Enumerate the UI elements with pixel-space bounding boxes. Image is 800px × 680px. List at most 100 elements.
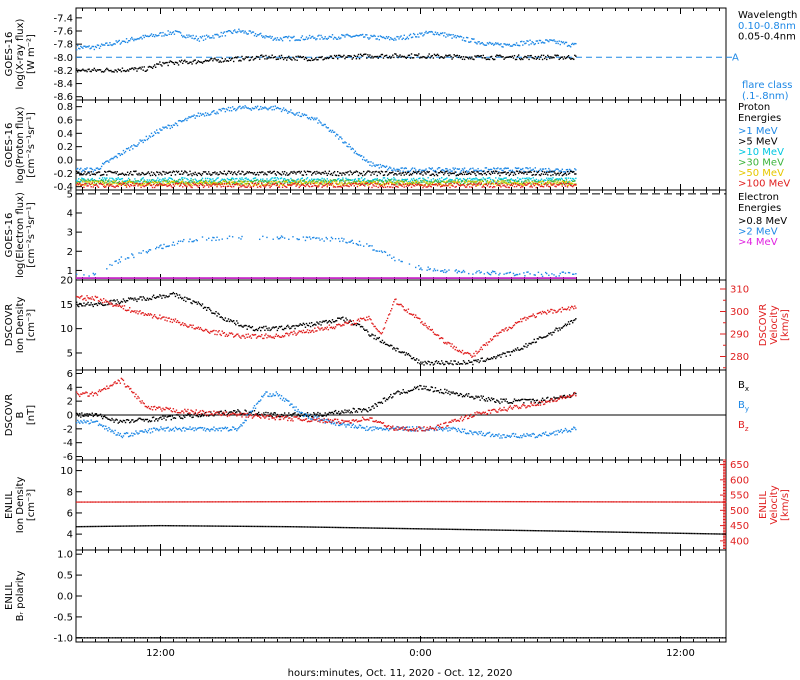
data-point [269, 170, 271, 173]
data-point [208, 171, 210, 173]
data-point [506, 43, 508, 46]
data-point [84, 70, 86, 72]
data-point [427, 171, 429, 174]
data-point [320, 180, 322, 182]
data-point [438, 57, 441, 59]
data-point [271, 172, 273, 174]
data-point [569, 182, 572, 185]
data-point [145, 184, 148, 187]
data-point [139, 66, 141, 69]
data-point [447, 181, 449, 183]
data-point [457, 181, 460, 184]
data-point [347, 185, 349, 187]
data-point [254, 33, 257, 35]
data-point [123, 277, 126, 279]
data-point [465, 170, 468, 172]
data-point [220, 179, 222, 182]
data-point [117, 68, 119, 70]
data-point [530, 171, 532, 174]
data-point [359, 244, 362, 246]
data-point [418, 169, 420, 172]
data-point [313, 37, 315, 39]
data-point [266, 236, 268, 239]
data-point [351, 173, 353, 176]
data-point [315, 185, 317, 187]
data-point [298, 183, 300, 186]
data-point [375, 164, 377, 166]
y-tick-label: 5 [67, 189, 73, 200]
data-point [494, 168, 496, 170]
data-point [503, 273, 505, 275]
data-point [312, 180, 314, 183]
data-point [176, 171, 179, 174]
data-point [97, 171, 100, 173]
data-point [316, 38, 318, 40]
data-point [339, 37, 341, 40]
data-point [486, 184, 489, 187]
data-point [239, 184, 241, 187]
data-point [561, 185, 564, 187]
data-point [340, 179, 342, 181]
data-point [203, 115, 206, 117]
data-point [404, 38, 406, 41]
data-point [238, 170, 240, 172]
data-point [224, 35, 227, 37]
data-point [514, 179, 517, 181]
data-point [184, 118, 186, 121]
data-point [232, 60, 235, 63]
data-point [400, 183, 402, 186]
data-point [499, 168, 501, 170]
data-point [93, 277, 96, 279]
data-point [341, 56, 343, 58]
data-point [108, 277, 110, 279]
data-point [317, 172, 319, 174]
data-point [468, 172, 470, 175]
data-point [148, 35, 151, 38]
data-point [453, 36, 455, 38]
data-point [394, 259, 396, 262]
data-point [118, 39, 120, 42]
data-point [564, 57, 567, 60]
data-point [464, 181, 467, 184]
data-point [247, 172, 249, 174]
data-point [485, 44, 488, 46]
data-point [242, 30, 244, 32]
data-point [404, 171, 406, 174]
data-point [457, 168, 460, 170]
data-point [128, 39, 131, 42]
data-point [443, 169, 445, 172]
data-point [105, 277, 107, 279]
data-point [551, 39, 553, 41]
data-point [83, 184, 85, 186]
data-point [489, 178, 492, 181]
data-point [490, 43, 493, 45]
data-point [166, 127, 168, 129]
data-point [246, 182, 248, 185]
data-point [92, 277, 94, 279]
data-point [209, 181, 211, 183]
data-point [535, 186, 538, 189]
data-point [384, 180, 387, 182]
data-point [108, 69, 110, 72]
data-point [374, 180, 376, 183]
data-point [539, 168, 542, 170]
data-point [344, 141, 346, 143]
data-point [506, 180, 508, 182]
data-point [131, 67, 133, 70]
data-point [136, 38, 138, 40]
data-point [514, 44, 517, 46]
data-point [143, 36, 145, 39]
data-point [387, 182, 390, 185]
data-point [211, 239, 213, 242]
data-point [146, 252, 149, 254]
data-point [499, 184, 501, 187]
data-point [215, 113, 217, 115]
data-point [289, 39, 291, 42]
data-point [182, 179, 184, 181]
data-point [136, 181, 138, 183]
data-point [222, 32, 224, 34]
data-point [282, 184, 285, 186]
data-point [494, 43, 496, 45]
data-point [417, 182, 419, 185]
data-point [183, 182, 185, 184]
